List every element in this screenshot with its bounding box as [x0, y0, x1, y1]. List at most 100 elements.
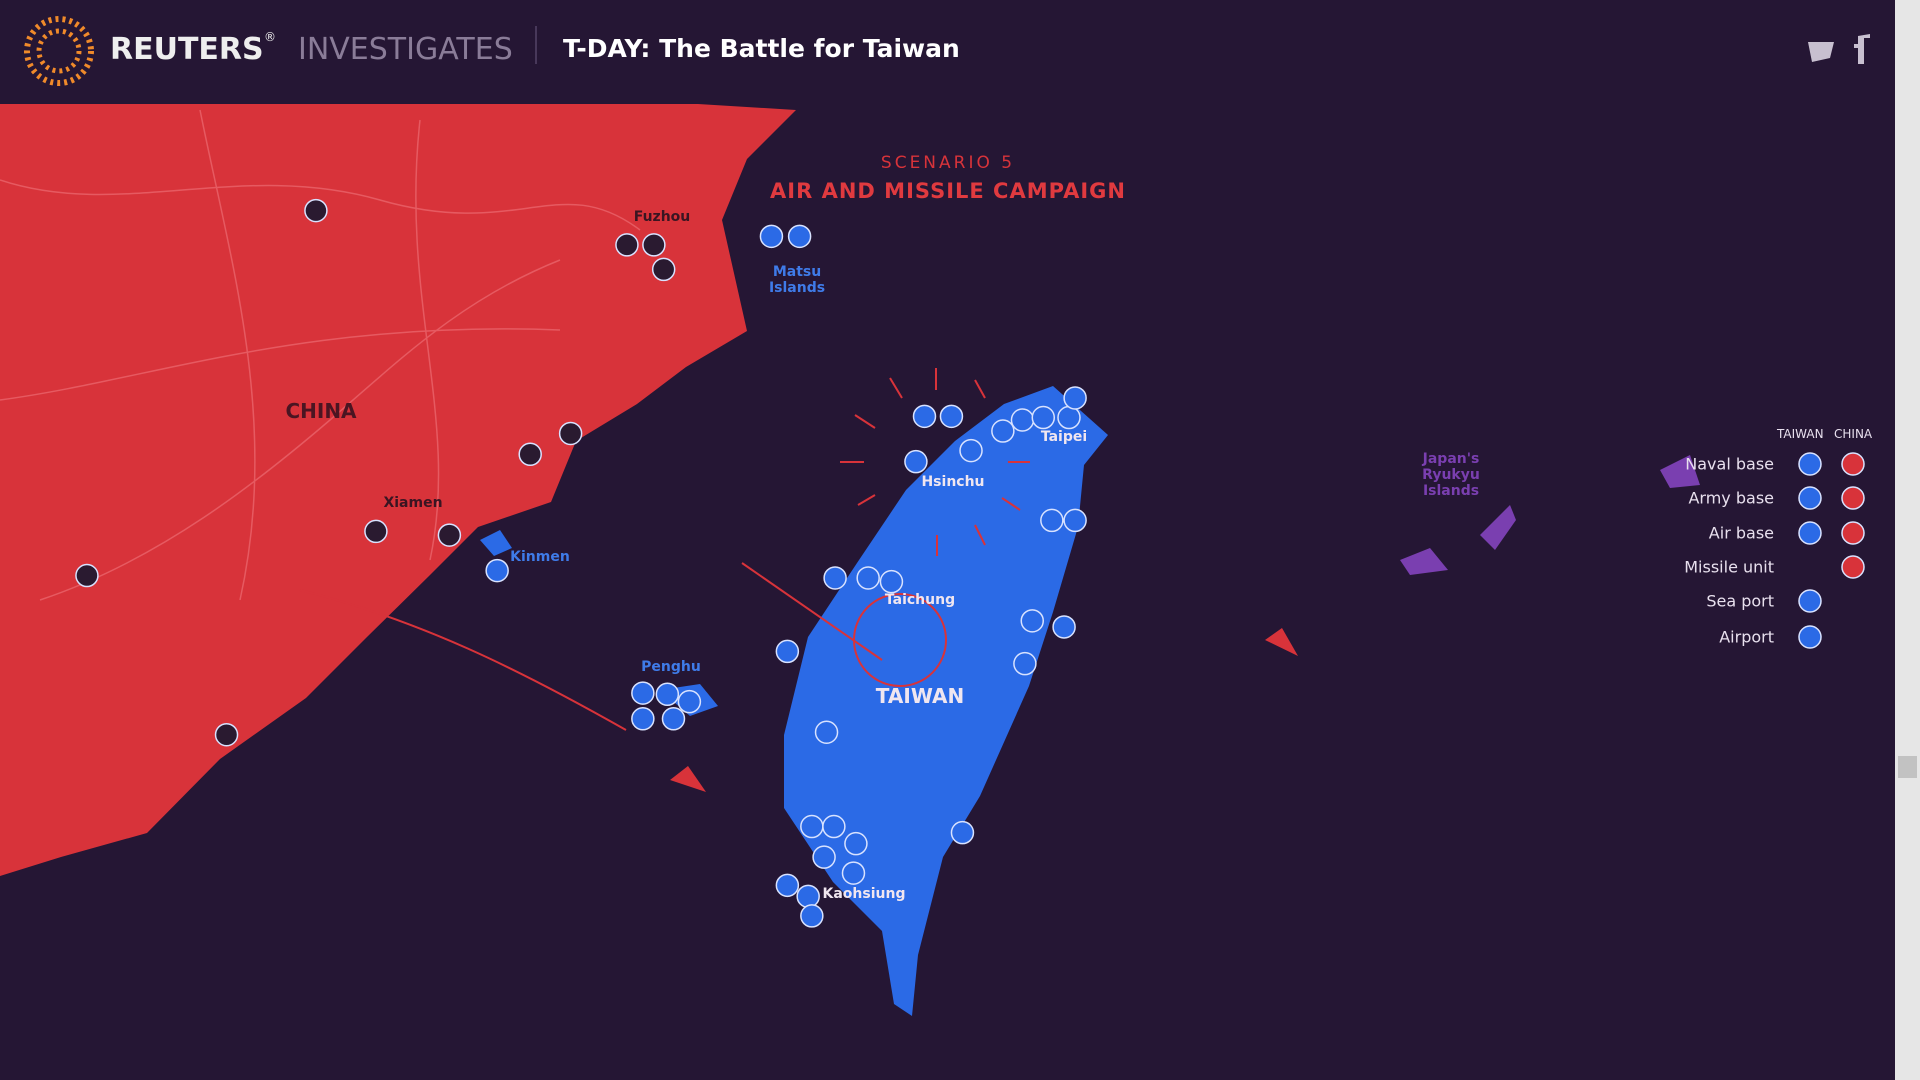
facility-icon [1063, 508, 1087, 533]
map-label: Taipei [1040, 429, 1088, 445]
header-bar [0, 0, 1920, 104]
logo [24, 16, 94, 86]
facility-icon [642, 233, 666, 257]
facility-icon [558, 421, 583, 446]
facility-icon [485, 558, 509, 583]
facility-icon [1798, 625, 1822, 649]
facility-icon [1798, 486, 1822, 510]
facility-icon [364, 519, 388, 544]
facility-icon [1013, 651, 1037, 676]
facility-icon [1798, 452, 1822, 476]
taiwan-land [784, 386, 1108, 1016]
facility-icon [787, 224, 812, 249]
scrollbar[interactable] [1895, 0, 1920, 1080]
facility-icon [823, 566, 847, 590]
facility-icon [904, 449, 928, 474]
map-label: CHINA [285, 399, 357, 423]
facility-icon [775, 873, 800, 898]
legend-column: CHINA [1834, 427, 1873, 441]
red-island [670, 766, 706, 792]
map-label: Japan's Ryukyu Islands [1422, 451, 1480, 499]
scroll-thumb[interactable] [1898, 756, 1917, 778]
facility-icon [214, 722, 239, 747]
facility-icon [1057, 405, 1081, 430]
facility-icon [1020, 609, 1045, 633]
facility-icon [841, 861, 866, 885]
legend-column: TAIWAN [1777, 427, 1824, 441]
facility-icon [796, 884, 820, 909]
map-label: Hsinchu [921, 474, 985, 490]
facility-icon [775, 639, 800, 664]
legend-item: Missile unit [1684, 557, 1774, 577]
facility-icon [1841, 555, 1865, 579]
legend-item: Airport [1719, 627, 1774, 647]
legend-item: Sea port [1706, 591, 1774, 611]
legend-item: Air base [1708, 523, 1774, 543]
map-label: Matsu Islands [768, 264, 826, 296]
map-label: Xiamen [383, 495, 443, 511]
facility-icon [939, 404, 964, 429]
facility-icon [304, 198, 328, 223]
facility-icon [1841, 521, 1865, 545]
legend-item: Army base [1688, 488, 1774, 508]
facility-icon [631, 707, 655, 731]
facility-icon [518, 442, 542, 467]
facility-icon [1052, 615, 1076, 639]
facebook-icon[interactable] [1854, 34, 1870, 64]
facility-icon [75, 563, 99, 588]
section: INVESTIGATES [298, 32, 513, 67]
china-land [0, 104, 796, 876]
scenario-heading: AIR AND MISSILE CAMPAIGN [770, 179, 1126, 203]
map-label: Kaohsiung [822, 886, 906, 902]
red-island [1265, 628, 1298, 656]
twitter-icon[interactable] [1808, 42, 1834, 62]
facility-icon [1841, 486, 1865, 510]
facility-icon [677, 689, 702, 714]
facility-icon [759, 224, 784, 249]
legend-item: Naval base [1685, 454, 1774, 474]
facility-icon [1040, 508, 1064, 533]
facility-icon [651, 257, 676, 282]
map-label: Penghu [641, 659, 701, 675]
facility-icon [844, 831, 868, 856]
brand: REUTERS [110, 32, 264, 67]
facility-icon [814, 720, 839, 745]
facility-icon [661, 707, 686, 731]
page-title: T-DAY: The Battle for Taiwan [563, 34, 960, 63]
facility-icon [800, 814, 824, 839]
facility-icon [879, 569, 904, 594]
ryukyu-islands [1400, 455, 1700, 575]
map-label: Fuzhou [633, 209, 691, 225]
facility-icon [1798, 589, 1822, 613]
facility-icon [959, 438, 983, 463]
strike [299, 368, 1030, 731]
roads [0, 109, 641, 601]
facility-icon [1063, 386, 1087, 410]
facility-icon [631, 681, 655, 705]
facility-icon [912, 404, 937, 429]
kinmen [480, 530, 512, 556]
facility-icon [812, 845, 836, 869]
map-label: TAIWAN [875, 684, 965, 708]
legend-icons [1798, 452, 1865, 649]
facility-icon [950, 820, 975, 845]
registered: ® [264, 30, 276, 44]
facility-icon [991, 419, 1015, 443]
facility-icon [822, 814, 846, 839]
facility-icon [655, 682, 680, 707]
scenario: SCENARIO 5 [880, 153, 1016, 173]
facility-icon [856, 566, 880, 590]
facility-icon [615, 233, 639, 257]
facility-icon [1798, 521, 1822, 545]
facility-icon [1031, 405, 1056, 430]
map-label: Kinmen [510, 549, 570, 565]
facility-icon [800, 904, 824, 928]
facility-icon [1010, 408, 1035, 432]
icons [75, 198, 1087, 928]
facility-icon [437, 523, 462, 547]
facility-icon [1841, 452, 1865, 476]
logo-inner [36, 28, 82, 74]
map-label: Taichung [884, 592, 956, 608]
